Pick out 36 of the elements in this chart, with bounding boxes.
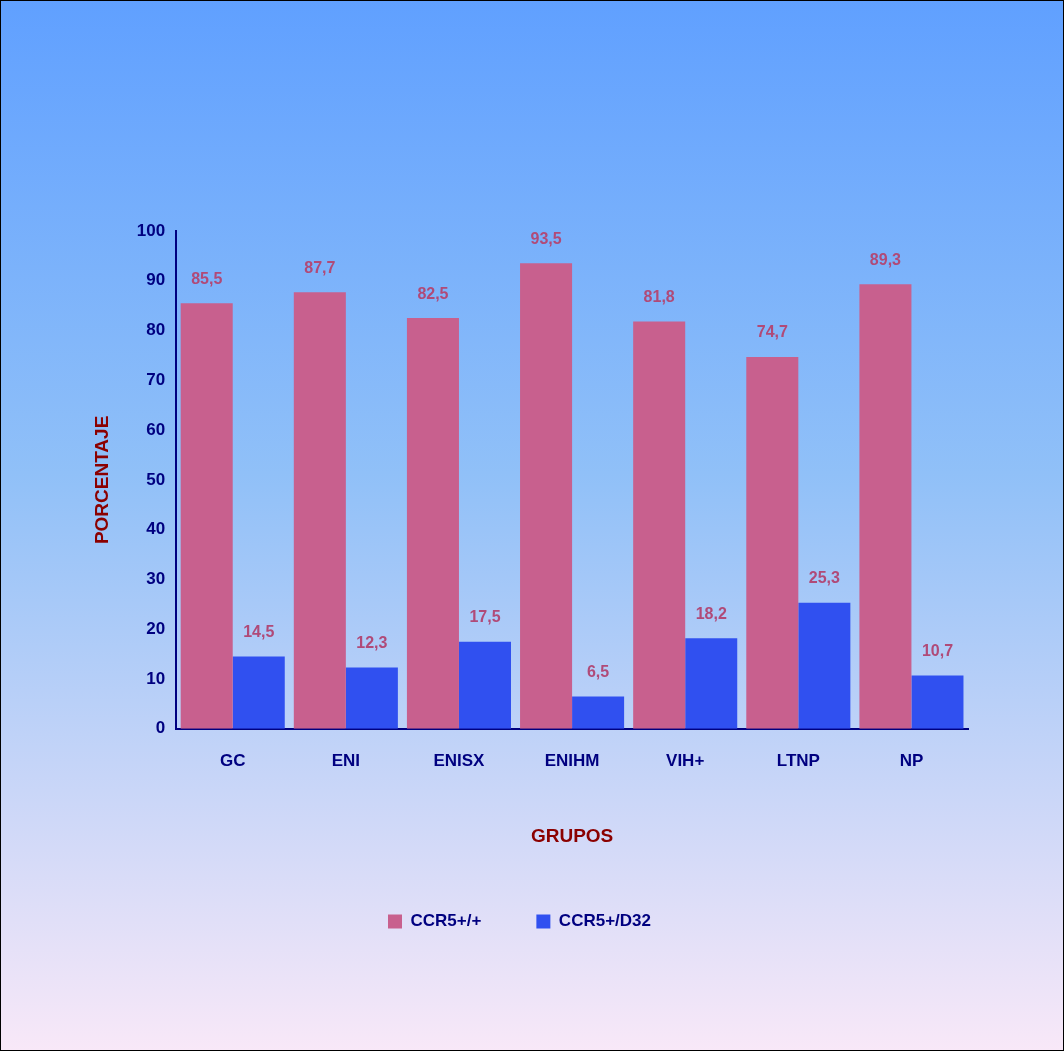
data-label: 85,5 [191, 269, 223, 287]
data-label: 25,3 [808, 569, 841, 587]
data-label: 18,2 [695, 604, 727, 622]
x-axis-title: GRUPOS [530, 824, 614, 846]
x-tick-label: ENIHM [544, 750, 600, 770]
data-label: 81,8 [643, 288, 675, 306]
y-tick-label: 80 [146, 320, 166, 340]
y-tick-label: 40 [146, 519, 166, 539]
data-label: 93,5 [530, 229, 562, 247]
y-tick-label: 30 [146, 569, 166, 589]
data-label: 17,5 [469, 608, 501, 626]
y-tick-label: 20 [146, 618, 166, 638]
legend-label: CCR5+/+ [410, 911, 482, 931]
x-tick-label: NP [899, 750, 924, 770]
data-label: 87,7 [304, 258, 336, 276]
x-tick-label: ENISX [433, 750, 486, 770]
y-tick-label: 70 [146, 370, 166, 390]
y-tick-label: 50 [146, 469, 166, 489]
y-tick-label: 100 [136, 220, 166, 240]
x-tick-label: GC [219, 750, 246, 770]
data-label: 14,5 [243, 623, 275, 641]
y-tick-label: 0 [155, 718, 166, 738]
x-tick-label: ENI [331, 750, 361, 770]
y-axis-title: PORCENTAJE [90, 415, 112, 545]
y-tick-label: 60 [146, 419, 166, 439]
data-label: 82,5 [417, 284, 449, 302]
data-label: 12,3 [356, 633, 388, 651]
x-tick-label: VIH+ [666, 750, 705, 770]
data-label: 10,7 [921, 641, 954, 659]
y-tick-label: 10 [146, 668, 166, 688]
data-label: 74,7 [756, 323, 788, 341]
data-label: 6,5 [586, 662, 610, 680]
legend-label: CCR5+/D32 [558, 911, 651, 931]
y-tick-label: 90 [146, 270, 166, 290]
x-tick-label: LTNP [776, 750, 820, 770]
data-label: 89,3 [869, 250, 902, 268]
